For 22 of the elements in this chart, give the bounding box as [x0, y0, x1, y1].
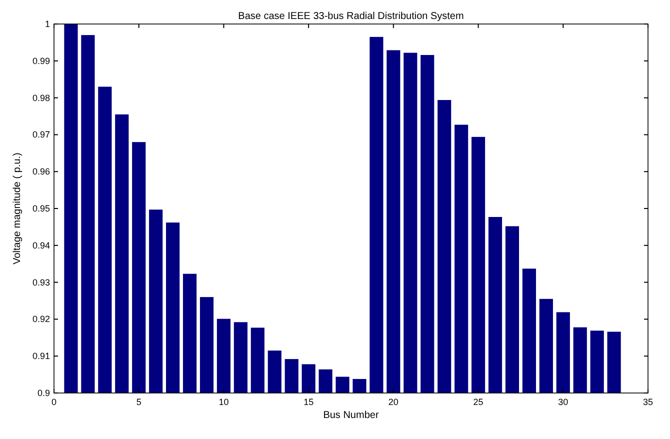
- y-tick-label: 0.92: [32, 314, 50, 324]
- x-tick-label: 25: [473, 397, 484, 407]
- y-tick-label: 0.98: [32, 92, 50, 103]
- y-tick-label: 0.9: [37, 388, 50, 398]
- y-tick-label: 0.95: [32, 204, 50, 214]
- x-axis-title: Bus Number: [323, 410, 380, 421]
- chart-title: Base case IEEE 33-bus Radial Distribution System: [238, 11, 464, 22]
- x-tick-label: 10: [218, 397, 229, 407]
- y-tick-label: 1: [44, 19, 50, 29]
- y-tick-label: 0.96: [32, 166, 50, 177]
- y-tick-label: 0.93: [32, 277, 50, 288]
- y-tick-label: 0.97: [32, 130, 50, 140]
- y-axis-title: Voltage magnitude ( p.u.): [12, 152, 23, 264]
- y-tick-label: 0.94: [32, 240, 50, 250]
- x-tick-label: 35: [642, 397, 654, 407]
- x-tick-label: 0: [51, 397, 57, 407]
- x-tick-label: 20: [388, 397, 398, 407]
- y-tick-label: 0.91: [32, 351, 50, 362]
- x-tick-label: 30: [558, 397, 568, 407]
- x-tick-label: 15: [304, 397, 314, 407]
- x-tick-label: 5: [136, 397, 142, 407]
- y-tick-label: 0.99: [32, 56, 50, 66]
